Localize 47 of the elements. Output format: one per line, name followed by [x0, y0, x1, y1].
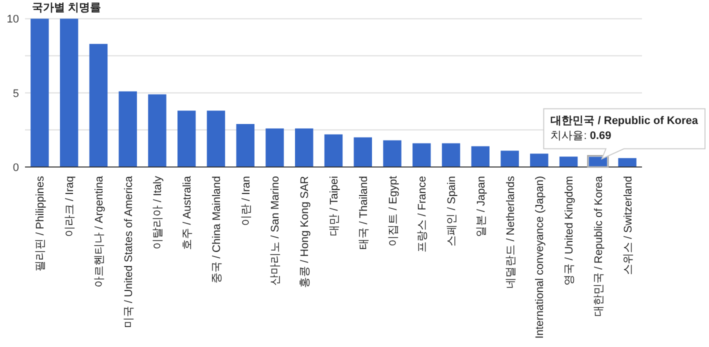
bar	[206, 110, 226, 167]
bar	[295, 128, 314, 167]
x-tick-label: 스위스 / Switzerland	[622, 176, 634, 276]
bar	[530, 154, 548, 167]
x-tick-label: 이란 / Iran	[240, 176, 252, 226]
x-tick-label: 대만 / Taipei	[328, 176, 340, 236]
bar	[118, 91, 137, 167]
bar	[618, 158, 636, 167]
bar	[412, 143, 431, 167]
bar	[60, 18, 78, 167]
x-tick-label: 미국 / United States of America	[122, 175, 135, 328]
bar	[89, 44, 108, 167]
x-tick-label: 호주 / Australia	[182, 175, 194, 250]
x-tick-label: 아르헨티나 / Argentina	[93, 175, 106, 288]
x-tick-label: 이탈리아 / Italy	[152, 176, 164, 250]
x-tick-label: 산마리노 / San Marino	[270, 176, 282, 286]
bar	[559, 156, 578, 167]
y-tick-label: 0	[12, 162, 19, 174]
x-tick-label: 이집트 / Egypt	[387, 176, 400, 246]
annotation: 대한민국 / Republic of Korea 치사율: 0.69	[550, 114, 699, 142]
bar	[471, 146, 490, 167]
bar	[324, 134, 343, 167]
bar	[354, 137, 372, 167]
y-tick-label: 5	[12, 88, 19, 100]
bar	[500, 150, 519, 167]
tooltip: 대한민국 / Republic of Korea 치사율: 0.69	[543, 108, 706, 160]
x-tick-label: 일본 / Japan	[475, 176, 488, 238]
x-tick-label: 영국 / United Kingdom	[564, 176, 576, 286]
y-tick-label: 10	[6, 14, 19, 26]
bar	[236, 124, 254, 167]
bar	[30, 18, 49, 167]
x-tick-label: 프랑스 / France	[416, 176, 429, 252]
bar	[442, 143, 460, 167]
x-tick-label: 중국 / China Mainland	[210, 176, 223, 284]
bar	[266, 128, 284, 167]
x-tick-label: 스페인 / Spain	[446, 176, 458, 246]
x-tick-label: 필리핀 / Philippines	[34, 176, 47, 272]
x-tick-label: 이라크 / Iraq	[64, 176, 76, 238]
x-tick-label: 태국 / Thailand	[358, 176, 370, 250]
x-tick-label: International conveyance (Japan)	[534, 176, 546, 339]
x-tick-label: 네덜란드 / Netherlands	[504, 176, 517, 288]
bar	[148, 94, 166, 167]
bar	[177, 110, 196, 167]
x-tick-label: 대한민국 / Republic of Korea	[592, 175, 605, 317]
bar	[383, 140, 402, 167]
chart-title: 국가별 치명률	[32, 2, 102, 14]
x-tick-label: 홍콩 / Hong Kong SAR	[299, 176, 312, 288]
